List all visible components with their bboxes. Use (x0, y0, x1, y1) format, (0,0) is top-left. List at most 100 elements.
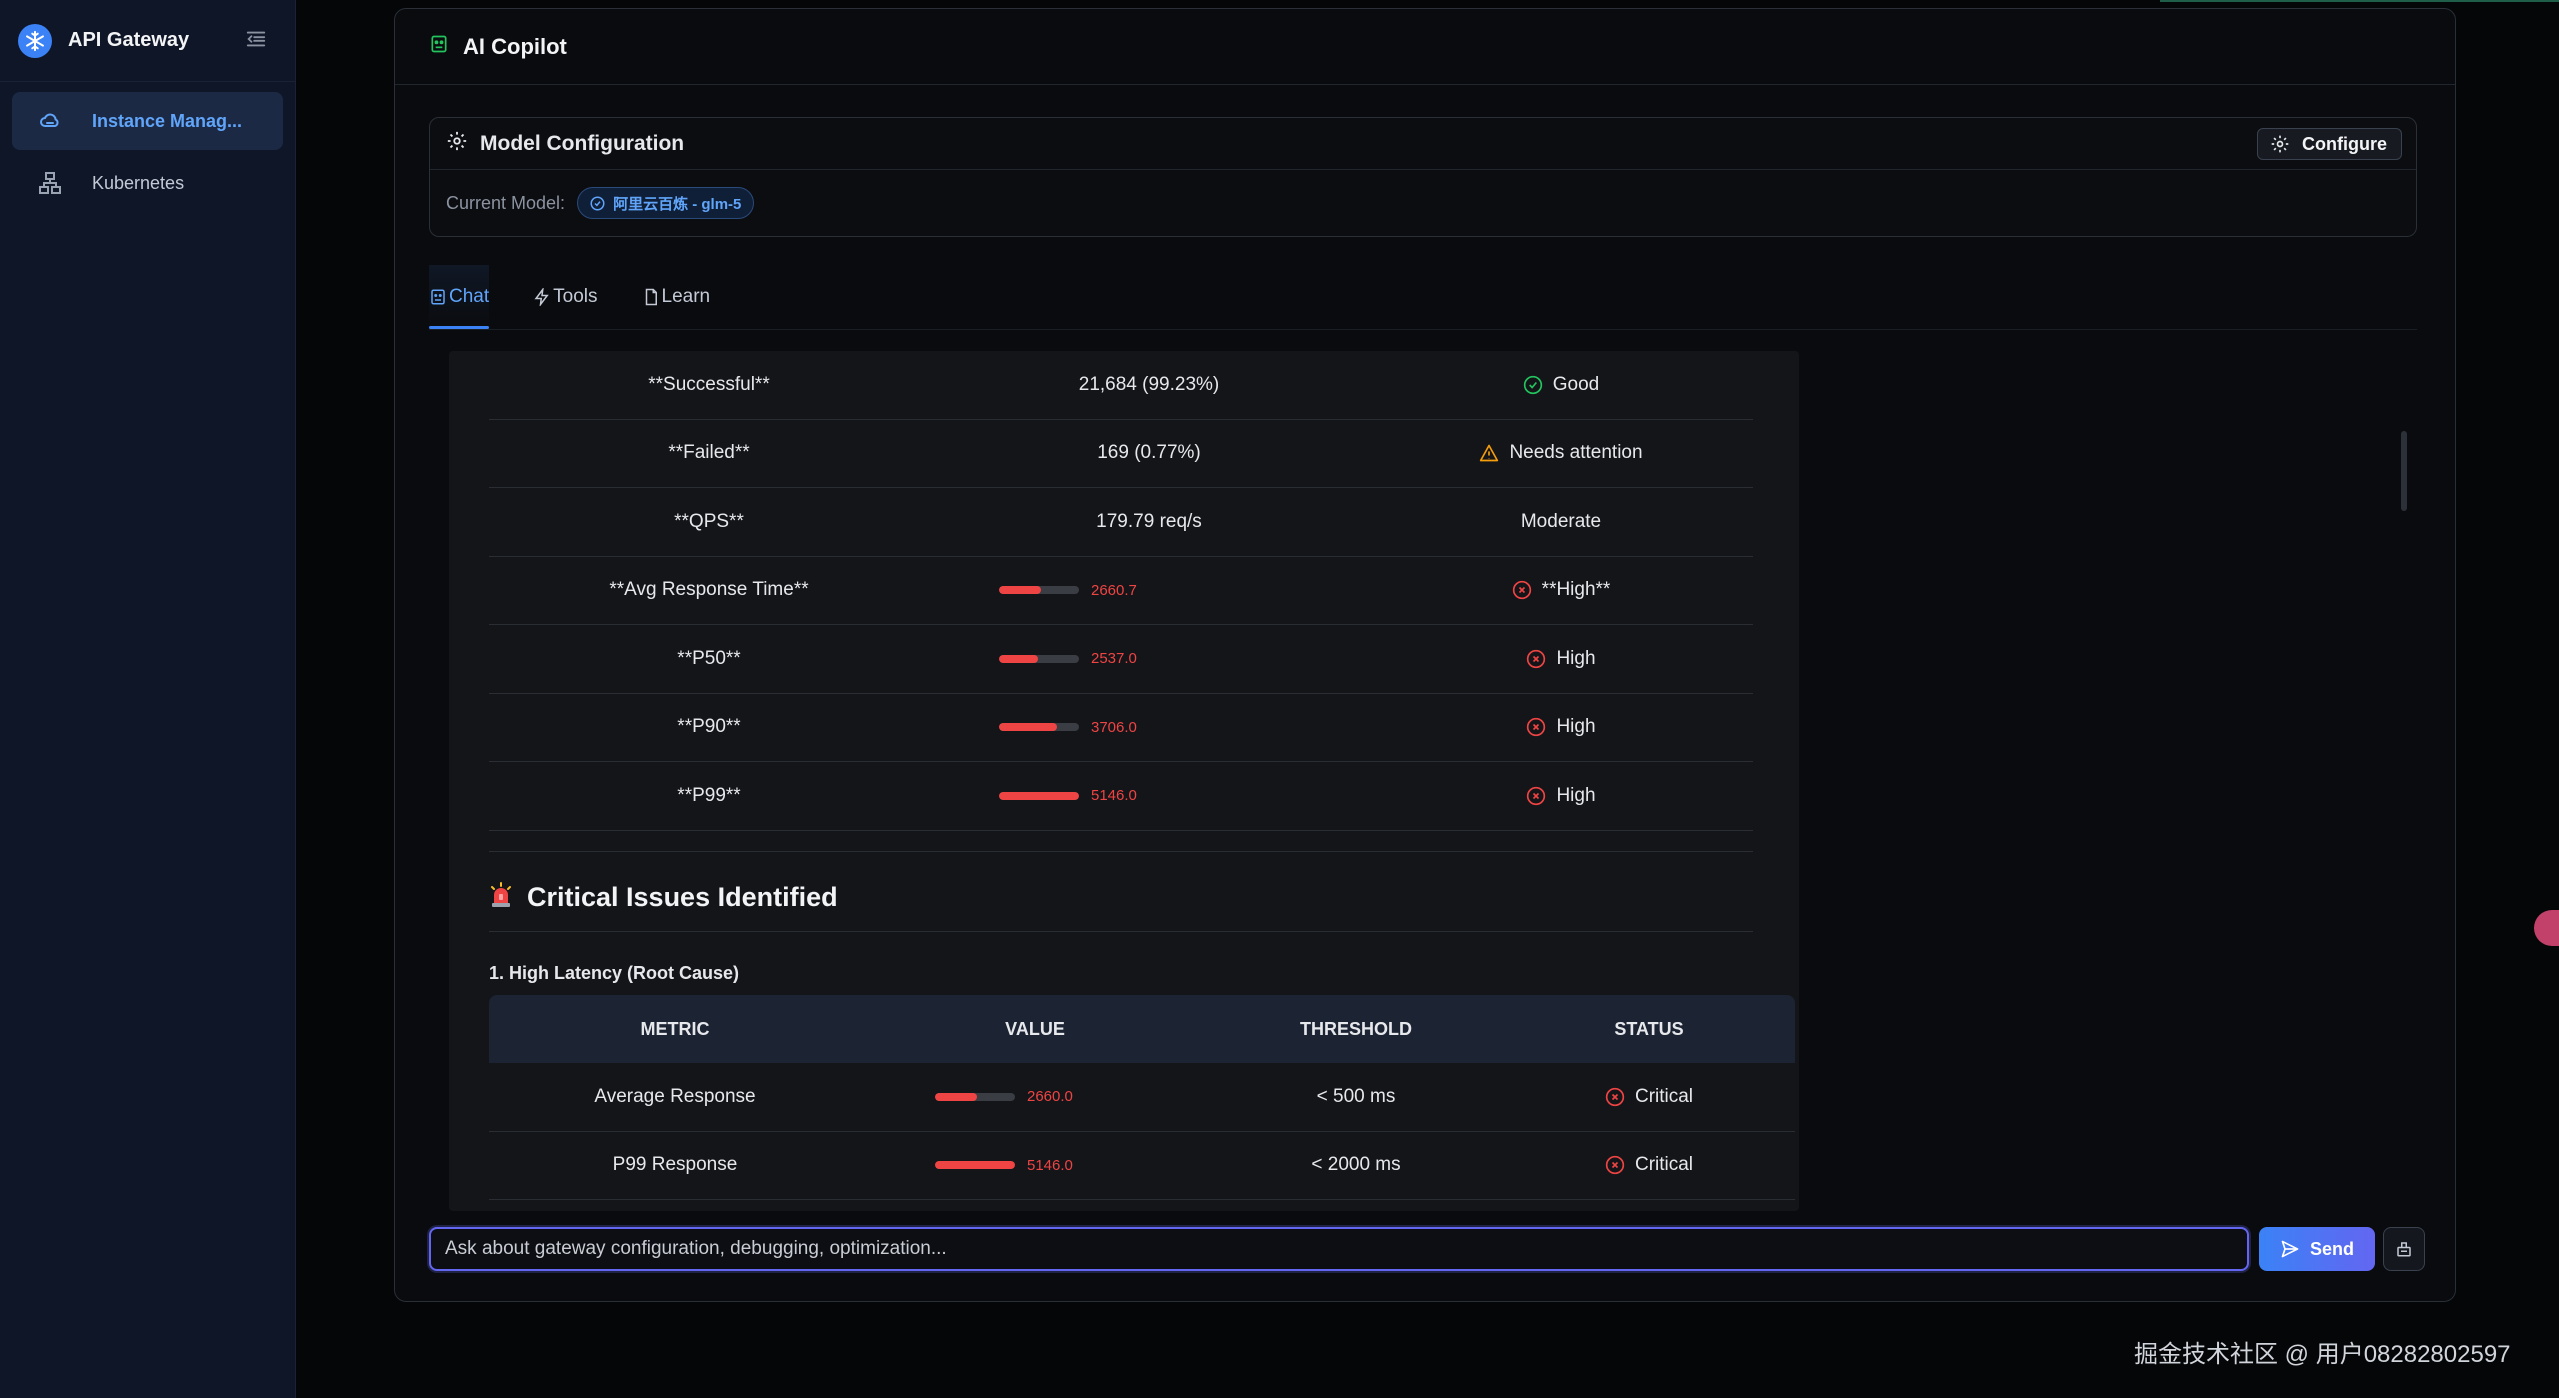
chat-messages-area[interactable]: **Successful** 21,684 (99.23%) Good **Fai… (429, 343, 2417, 1211)
watermark: 掘金技术社区 @ 用户08282802597 (2134, 1341, 2511, 1368)
table-row: **QPS** 179.79 req/s Moderate (489, 488, 1753, 557)
metric-status-cell: Good (1369, 374, 1753, 396)
value-bar: 2660.7 (999, 582, 1299, 599)
metric-value-cell: 3706.0 (929, 719, 1369, 736)
metric-name: **Failed** (668, 442, 750, 464)
table-row: P99 Response 5146.0 < 2000 ms Critical (489, 1132, 1795, 1200)
tab-learn[interactable]: Learn (642, 265, 711, 329)
siren-icon (489, 881, 513, 914)
metric-name: **P90** (677, 716, 741, 738)
metric-name: **QPS** (674, 510, 744, 532)
bar-fill (935, 1161, 1015, 1170)
copilot-tabs: Chat Tools Learn (429, 265, 754, 329)
metric-value-cell: 169 (0.77%) (929, 442, 1369, 464)
bar-fill (999, 654, 1039, 663)
column-header: THRESHOLD (1300, 1018, 1412, 1039)
assistant-message: **Successful** 21,684 (99.23%) Good **Fai… (449, 351, 1799, 1211)
sidebar-nav: Instance Manag... Kubernetes (0, 82, 295, 226)
sidebar: API Gateway Instance Manag... Kubernetes (0, 0, 296, 1398)
metric-value: 21,684 (99.23%) (1078, 373, 1220, 395)
issue-threshold: < 500 ms (1316, 1085, 1396, 1107)
column-header: METRIC (640, 1018, 710, 1039)
bar-value: 2660.7 (1091, 581, 1137, 599)
brand: API Gateway (0, 0, 295, 82)
x-circle-icon (1526, 649, 1546, 669)
status-text: Needs attention (1509, 442, 1643, 464)
issue-metric: P99 Response (612, 1154, 738, 1176)
section-title: Critical Issues Identified (527, 882, 838, 912)
issues-table-header: METRIC VALUE THRESHOLD STATUS (489, 995, 1795, 1063)
send-button[interactable]: Send (2259, 1227, 2375, 1271)
issue-threshold: < 2000 ms (1311, 1154, 1401, 1176)
status-text: High (1556, 784, 1596, 806)
issue-status-cell: Critical (1503, 1154, 1795, 1176)
critical-issues-heading: Critical Issues Identified (489, 881, 838, 914)
configure-label: Configure (2302, 133, 2387, 154)
tab-tools[interactable]: Tools (533, 265, 598, 329)
model-card-title: Model Configuration (480, 131, 685, 155)
bar-fill (999, 791, 1079, 800)
menu-collapse-icon[interactable] (245, 28, 269, 52)
sidebar-item-label: Kubernetes (92, 172, 185, 193)
metric-value-cell: 21,684 (99.23%) (929, 374, 1369, 396)
issue-metric: Average Response (594, 1085, 756, 1107)
issues-table-body: Average Response 2660.0 < 500 ms Critica… (489, 1063, 1795, 1200)
metric-value: 169 (0.77%) (1097, 442, 1201, 464)
metric-status-cell: High (1369, 648, 1753, 670)
bar-fill (999, 586, 1041, 595)
status-text: Critical (1634, 1154, 1694, 1176)
issue-value-cell: 2660.0 (861, 1088, 1209, 1105)
tab-label: Learn (661, 286, 711, 307)
snowflake-logo-icon (18, 23, 52, 58)
column-header: VALUE (1005, 1018, 1065, 1039)
metric-status-cell: Moderate (1369, 511, 1753, 533)
metric-value-cell: 2537.0 (929, 650, 1369, 667)
current-model-label: Current Model: (446, 192, 566, 213)
panel-title: AI Copilot (463, 33, 567, 59)
metric-name: **Successful** (648, 373, 770, 395)
issue-value-cell: 5146.0 (861, 1157, 1209, 1174)
metric-status-cell: High (1369, 716, 1753, 738)
lightning-icon (534, 288, 549, 306)
x-circle-icon (1526, 786, 1546, 806)
metric-name: **P99** (677, 784, 741, 806)
broom-icon (2397, 1242, 2411, 1257)
cloud-icon (38, 109, 62, 133)
chat-input[interactable] (429, 1227, 2249, 1271)
tab-chat[interactable]: Chat (429, 265, 490, 329)
brand-title: API Gateway (68, 29, 190, 51)
issue-status-cell: Critical (1503, 1086, 1795, 1108)
document-icon (645, 288, 657, 306)
clear-chat-button[interactable] (2383, 1227, 2425, 1271)
table-row: Average Response 2660.0 < 500 ms Critica… (489, 1063, 1795, 1132)
cluster-icon (38, 171, 62, 195)
sidebar-item-instance-management[interactable]: Instance Manag... (12, 92, 283, 150)
model-configuration-card: Model Configuration Configure Current Mo… (429, 117, 2417, 237)
section-divider (489, 851, 1753, 852)
configure-button[interactable]: Configure (2257, 128, 2402, 160)
table-row: **Successful** 21,684 (99.23%) Good (489, 351, 1753, 420)
status-text: High (1556, 647, 1596, 669)
value-bar: 5146.0 (935, 1157, 1135, 1174)
sidebar-item-kubernetes[interactable]: Kubernetes (12, 154, 283, 212)
table-row: **P99** 5146.0 High (489, 762, 1753, 831)
current-model-value: 阿里云百炼 - glm-5 (613, 195, 742, 213)
send-icon (2281, 1240, 2299, 1258)
gear-icon (2271, 135, 2289, 153)
floating-assistant-button[interactable] (2534, 910, 2559, 946)
metric-name: **Avg Response Time** (609, 579, 809, 601)
status-text: Moderate (1520, 510, 1602, 532)
bar-value: 5146.0 (1091, 787, 1137, 805)
check-circle-icon (1523, 375, 1543, 395)
value-bar: 5146.0 (999, 787, 1299, 804)
status-text: **High** (1541, 579, 1611, 601)
metric-value-cell: 5146.0 (929, 787, 1369, 804)
chat-scrollbar[interactable] (2401, 431, 2407, 511)
send-label: Send (2309, 1238, 2354, 1259)
table-row: **Avg Response Time** 2660.7 **High** (489, 557, 1753, 625)
bar-fill (935, 1092, 977, 1101)
check-circle-icon (590, 196, 605, 210)
metric-name: **P50** (677, 647, 741, 669)
current-model-row: Current Model: 阿里云百炼 - glm-5 (430, 170, 2416, 236)
value-bar: 2660.0 (935, 1088, 1135, 1105)
